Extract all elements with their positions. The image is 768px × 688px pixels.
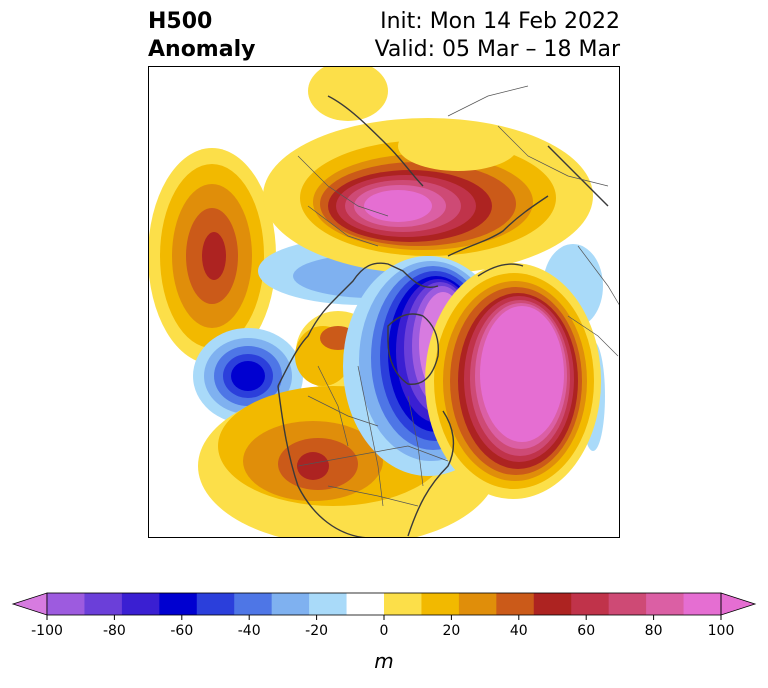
anomaly-map-svg xyxy=(148,66,620,538)
variable-title: H500 xyxy=(148,9,213,34)
colorbar-bin xyxy=(571,593,610,615)
colorbar-bin xyxy=(196,593,235,615)
colorbar-bin xyxy=(121,593,160,615)
colorbar-tick-label: 0 xyxy=(380,623,389,639)
ridge-arctic xyxy=(263,118,593,274)
colorbar-tick-label: -80 xyxy=(103,623,126,639)
anomaly-map xyxy=(148,66,620,538)
colorbar-tick-label: 60 xyxy=(577,623,595,639)
coastlines xyxy=(277,95,609,538)
init-date-label: Init: Mon 14 Feb 2022 xyxy=(380,9,620,34)
colorbar-bin xyxy=(608,593,647,615)
colorbar-bin xyxy=(458,593,497,615)
colorbar-bin xyxy=(533,593,572,615)
valid-range-label: Valid: 05 Mar – 18 Mar xyxy=(374,37,620,62)
colorbar-svg: -100 -80 -60 -40 -20 0 20 40 60 80 100 m xyxy=(11,592,757,673)
colorbar-tick-label: -40 xyxy=(238,623,261,639)
colorbar-bin xyxy=(346,593,385,615)
colorbar-tick-label: -60 xyxy=(170,623,193,639)
colorbar-extend-max xyxy=(720,592,757,616)
colorbar-tick-label: 80 xyxy=(645,623,663,639)
colorbar-tick-label: 20 xyxy=(442,623,460,639)
colorbar-tick-label: 40 xyxy=(510,623,528,639)
colorbar-bin xyxy=(234,593,273,615)
colorbar-bin xyxy=(646,593,685,615)
borders xyxy=(297,85,620,507)
colorbar-bin xyxy=(384,593,422,615)
colorbar-extend-min xyxy=(11,592,48,616)
ridge-north-atlantic xyxy=(425,263,601,499)
colorbar-tick-label: -100 xyxy=(31,623,63,639)
ridge-north-pacific xyxy=(148,148,276,364)
colorbar-bin xyxy=(84,593,123,615)
colorbar-bin xyxy=(309,593,348,615)
ridge-polar-cap xyxy=(308,66,518,171)
colorbar-tick-label: 100 xyxy=(708,623,735,639)
colorbar-bin xyxy=(47,593,85,615)
colorbar-bin xyxy=(496,593,535,615)
colorbar: -100 -80 -60 -40 -20 0 20 40 60 80 100 m xyxy=(0,588,768,684)
colorbar-tick-label: -20 xyxy=(305,623,328,639)
title-right: Init: Mon 14 Feb 2022 Valid: 05 Mar – 18… xyxy=(375,8,620,64)
product-title: Anomaly xyxy=(148,37,256,62)
title-left: H500 Anomaly xyxy=(148,8,255,64)
map-border xyxy=(148,66,620,538)
colorbar-bin xyxy=(159,593,198,615)
colorbar-bin xyxy=(271,593,310,615)
colorbar-unit-label: m xyxy=(374,649,393,673)
colorbar-bin xyxy=(683,593,722,615)
colorbar-bin xyxy=(421,593,460,615)
